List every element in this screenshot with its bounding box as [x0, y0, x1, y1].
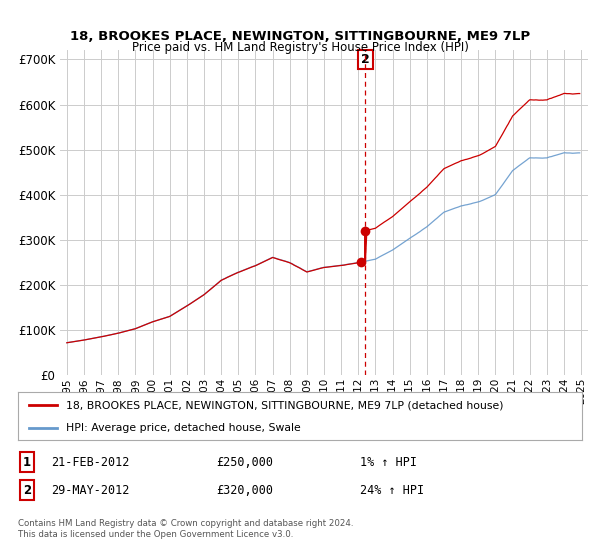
Text: 18, BROOKES PLACE, NEWINGTON, SITTINGBOURNE, ME9 7LP (detached house): 18, BROOKES PLACE, NEWINGTON, SITTINGBOU…	[66, 400, 503, 410]
Text: 21-FEB-2012: 21-FEB-2012	[51, 455, 130, 469]
Text: Contains HM Land Registry data © Crown copyright and database right 2024.
This d: Contains HM Land Registry data © Crown c…	[18, 520, 353, 539]
Text: 2: 2	[361, 53, 370, 66]
Text: Price paid vs. HM Land Registry's House Price Index (HPI): Price paid vs. HM Land Registry's House …	[131, 41, 469, 54]
Text: 18, BROOKES PLACE, NEWINGTON, SITTINGBOURNE, ME9 7LP: 18, BROOKES PLACE, NEWINGTON, SITTINGBOU…	[70, 30, 530, 43]
Text: £250,000: £250,000	[216, 455, 273, 469]
Text: 2: 2	[23, 483, 31, 497]
Text: 1: 1	[23, 455, 31, 469]
Text: HPI: Average price, detached house, Swale: HPI: Average price, detached house, Swal…	[66, 423, 301, 433]
Text: 29-MAY-2012: 29-MAY-2012	[51, 483, 130, 497]
Text: 1% ↑ HPI: 1% ↑ HPI	[360, 455, 417, 469]
Text: £320,000: £320,000	[216, 483, 273, 497]
Text: 24% ↑ HPI: 24% ↑ HPI	[360, 483, 424, 497]
